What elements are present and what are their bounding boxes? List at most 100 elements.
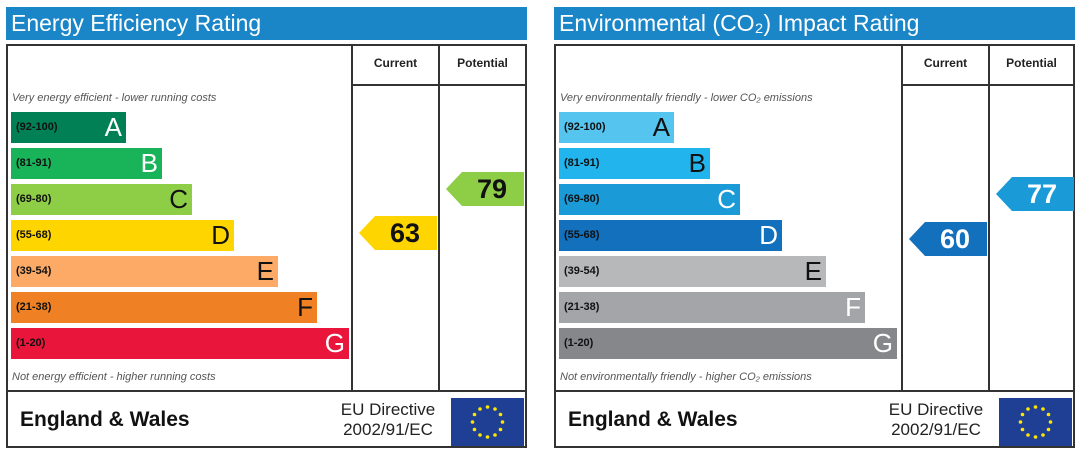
band-range-label: (69-80) <box>16 193 52 205</box>
eu-star-icon <box>493 407 497 411</box>
eu-star-icon <box>1041 433 1045 437</box>
rating-band-f: (21-38) F <box>559 292 865 323</box>
header-divider <box>901 84 1073 86</box>
footer-divider <box>8 390 525 392</box>
directive-line2: 2002/91/EC <box>343 420 433 439</box>
eu-star-icon <box>472 427 477 432</box>
column-divider <box>901 46 903 390</box>
band-range-label: (21-38) <box>16 301 52 313</box>
band-letter-label: F <box>297 292 313 322</box>
potential-column-header: Potential <box>457 56 508 70</box>
band-range-label: (81-91) <box>16 157 52 169</box>
rating-band-f: (21-38) F <box>11 292 317 323</box>
potential-column-header: Potential <box>1006 56 1057 70</box>
rating-band-g: (1-20) G <box>11 328 349 359</box>
eu-star-icon <box>1048 420 1053 424</box>
rating-band-a: (92-100) A <box>559 112 674 143</box>
potential-rating-arrow: 79 <box>446 172 524 206</box>
rating-table: Current Potential Very environmentally f… <box>554 44 1075 448</box>
current-column-header: Current <box>373 56 418 70</box>
band-letter-label: D <box>211 220 230 250</box>
current-rating-value: 63 <box>389 218 421 248</box>
band-letter-label: A <box>652 112 670 142</box>
eu-star-icon <box>1033 405 1038 409</box>
eu-star-icon <box>1026 433 1030 437</box>
band-letter-label: B <box>140 148 158 178</box>
current-rating-arrow: 60 <box>909 222 987 256</box>
rating-band-d: (55-68) D <box>559 220 782 251</box>
bottom-note: Not environmentally friendly - higher CO… <box>560 371 812 383</box>
column-divider <box>988 46 990 390</box>
band-range-label: (21-38) <box>564 301 600 313</box>
eu-star-icon <box>478 407 482 411</box>
rating-table: Current Potential Very energy efficient … <box>6 44 527 448</box>
eu-star-icon <box>1026 407 1030 411</box>
band-range-label: (1-20) <box>564 337 594 349</box>
current-rating-arrow: 63 <box>359 216 437 250</box>
current-rating-value: 60 <box>939 224 971 254</box>
current-column-header: Current <box>923 56 968 70</box>
band-range-label: (39-54) <box>16 265 52 277</box>
directive-line1: EU Directive <box>888 400 984 419</box>
eu-star-icon <box>498 427 503 432</box>
eu-star-icon <box>500 420 505 424</box>
eu-star-icon <box>1041 407 1045 411</box>
potential-rating-value: 79 <box>476 174 508 204</box>
footer-divider <box>556 390 1073 392</box>
directive-line1: EU Directive <box>340 400 436 419</box>
top-note: Very environmentally friendly - lower CO… <box>560 92 813 104</box>
band-letter-label: E <box>804 256 822 286</box>
band-range-label: (1-20) <box>16 337 46 349</box>
band-range-label: (55-68) <box>564 229 600 241</box>
eu-star-icon <box>1020 427 1025 432</box>
region-label: England & Wales <box>20 408 190 431</box>
eu-star-icon <box>1046 427 1051 432</box>
band-range-label: (39-54) <box>564 265 600 277</box>
environmental-impact-chart: Environmental (CO₂) Impact Rating Curren… <box>554 7 1075 448</box>
column-divider <box>438 46 440 390</box>
eu-star-icon <box>1018 420 1023 424</box>
eu-star-icon <box>485 435 490 439</box>
eu-directive: EU Directive 2002/91/EC <box>874 400 998 440</box>
eu-flag-icon <box>451 398 524 446</box>
band-letter-label: A <box>104 112 122 142</box>
band-range-label: (92-100) <box>16 121 58 133</box>
band-letter-label: D <box>759 220 778 250</box>
eu-directive: EU Directive 2002/91/EC <box>326 400 450 440</box>
potential-rating-value: 77 <box>1026 179 1058 209</box>
eu-star-icon <box>1046 412 1051 417</box>
rating-band-e: (39-54) E <box>11 256 278 287</box>
eu-star-icon <box>478 433 482 437</box>
eu-star-icon <box>493 433 497 437</box>
region-label: England & Wales <box>568 408 738 431</box>
top-note: Very energy efficient - lower running co… <box>12 92 217 104</box>
rating-band-b: (81-91) B <box>559 148 710 179</box>
rating-band-g: (1-20) G <box>559 328 897 359</box>
band-letter-label: B <box>688 148 706 178</box>
band-range-label: (92-100) <box>564 121 606 133</box>
directive-line2: 2002/91/EC <box>891 420 981 439</box>
band-letter-label: E <box>256 256 274 286</box>
header-divider <box>351 84 525 86</box>
rating-band-e: (39-54) E <box>559 256 826 287</box>
eu-flag-icon <box>999 398 1072 446</box>
eu-star-icon <box>498 412 503 417</box>
bottom-note: Not energy efficient - higher running co… <box>12 371 216 383</box>
chart-title: Energy Efficiency Rating <box>6 7 527 40</box>
band-letter-label: C <box>717 184 736 214</box>
rating-band-c: (69-80) C <box>11 184 192 215</box>
rating-band-a: (92-100) A <box>11 112 126 143</box>
eu-star-icon <box>1033 435 1038 439</box>
eu-star-icon <box>470 420 475 424</box>
band-range-label: (55-68) <box>16 229 52 241</box>
rating-band-b: (81-91) B <box>11 148 162 179</box>
band-range-label: (69-80) <box>564 193 600 205</box>
energy-efficiency-chart: Energy Efficiency Rating Current Potenti… <box>6 7 527 448</box>
eu-star-icon <box>485 405 490 409</box>
rating-band-d: (55-68) D <box>11 220 234 251</box>
chart-title: Environmental (CO₂) Impact Rating <box>554 7 1075 40</box>
rating-band-c: (69-80) C <box>559 184 740 215</box>
column-divider <box>351 46 353 390</box>
band-range-label: (81-91) <box>564 157 600 169</box>
potential-rating-arrow: 77 <box>996 177 1074 211</box>
